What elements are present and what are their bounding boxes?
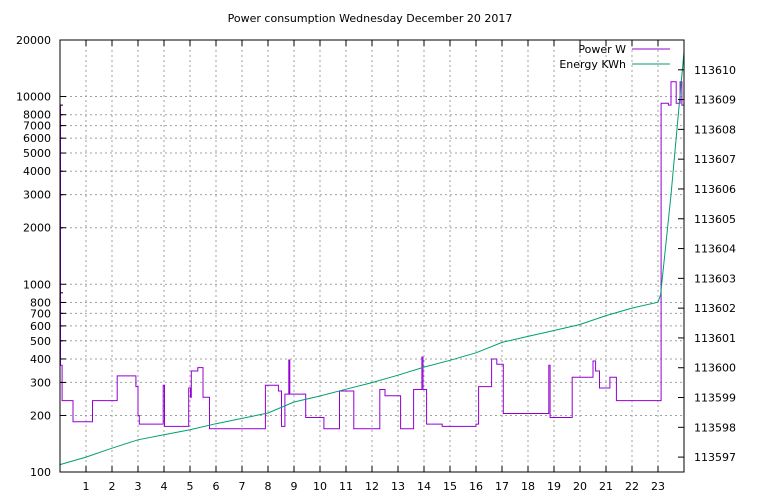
- y-tick-label: 10000: [16, 91, 51, 104]
- y-tick-label: 4000: [23, 165, 51, 178]
- x-tick-label: 21: [599, 480, 613, 493]
- y-tick-label: 1000: [23, 278, 51, 291]
- x-tick-label: 18: [521, 480, 535, 493]
- y-tick-label: 600: [30, 320, 51, 333]
- y2-tick-label: 113597: [694, 451, 736, 464]
- y-tick-label: 8000: [23, 109, 51, 122]
- y2-tick-label: 113599: [694, 392, 736, 405]
- y-tick-label: 6000: [23, 132, 51, 145]
- x-tick-label: 9: [291, 480, 298, 493]
- x-tick-label: 16: [469, 480, 483, 493]
- x-tick-label: 22: [625, 480, 639, 493]
- x-tick-label: 17: [495, 480, 509, 493]
- y2-tick-label: 113600: [694, 362, 736, 375]
- y2-tick-label: 113598: [694, 421, 736, 434]
- x-tick-label: 8: [265, 480, 272, 493]
- x-tick-label: 11: [339, 480, 353, 493]
- series-lines: [59, 51, 685, 466]
- y-tick-label: 200: [30, 409, 51, 422]
- y2-tick-label: 113601: [694, 332, 736, 345]
- x-tick-label: 5: [187, 480, 194, 493]
- x-tick-label: 20: [573, 480, 587, 493]
- y-tick-label: 800: [30, 296, 51, 309]
- y2-tick-label: 113603: [694, 272, 736, 285]
- y2-tick-label: 113608: [694, 123, 736, 136]
- x-tick-label: 23: [651, 480, 665, 493]
- y-tick-label: 500: [30, 335, 51, 348]
- axes: 1 2 3 4 5 6 7 8 9 10 11 12 13 14 15 16 17 18 19 20 21 22 23100…: [16, 34, 736, 493]
- x-tick-label: 10: [313, 480, 327, 493]
- legend: Power W Energy KWh: [559, 43, 670, 71]
- plot-frame: [59, 39, 685, 473]
- x-tick-label: 12: [365, 480, 379, 493]
- grid-lines: [60, 40, 684, 472]
- y-tick-label: 700: [30, 307, 51, 320]
- y-tick-label: 300: [30, 376, 51, 389]
- y-tick-label: 20000: [16, 34, 51, 47]
- y2-tick-label: 113604: [694, 243, 736, 256]
- x-tick-label: 13: [391, 480, 405, 493]
- x-tick-label: 19: [547, 480, 561, 493]
- x-tick-label: 7: [239, 480, 246, 493]
- x-tick-label: 14: [417, 480, 431, 493]
- chart-title: Power consumption Wednesday December 20 …: [228, 12, 513, 25]
- y-tick-label: 100: [30, 466, 51, 479]
- y-tick-label: 2000: [23, 222, 51, 235]
- y2-tick-label: 113602: [694, 302, 736, 315]
- power-series-line: [60, 81, 684, 430]
- energy-series-line: [59, 51, 685, 466]
- y2-tick-label: 113607: [694, 153, 736, 166]
- legend-label: Energy KWh: [559, 58, 626, 71]
- y-tick-label: 3000: [23, 189, 51, 202]
- y2-tick-label: 113609: [694, 94, 736, 107]
- y-tick-label: 7000: [23, 120, 51, 133]
- legend-label: Power W: [578, 43, 626, 56]
- x-tick-label: 1: [83, 480, 90, 493]
- y2-tick-label: 113610: [694, 64, 736, 77]
- y-tick-label: 5000: [23, 147, 51, 160]
- y-tick-label: 400: [30, 353, 51, 366]
- y2-tick-label: 113606: [694, 183, 736, 196]
- y2-tick-label: 113605: [694, 213, 736, 226]
- x-tick-label: 15: [443, 480, 457, 493]
- x-tick-label: 6: [213, 480, 220, 493]
- x-tick-label: 4: [161, 480, 168, 493]
- x-tick-label: 2: [109, 480, 116, 493]
- x-tick-label: 3: [135, 480, 142, 493]
